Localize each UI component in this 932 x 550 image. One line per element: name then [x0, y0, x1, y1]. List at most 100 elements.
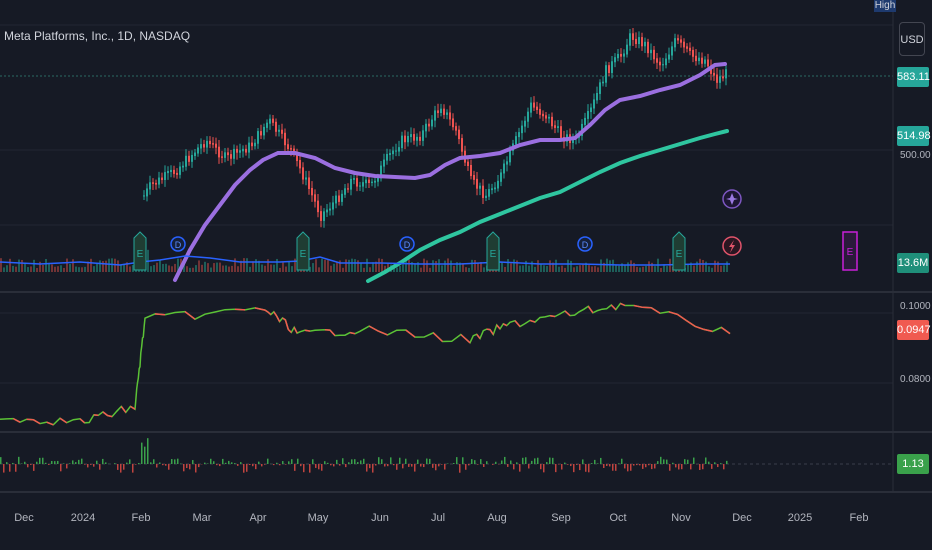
- oscillator-bar: [123, 464, 125, 470]
- earnings-marker[interactable]: E: [133, 231, 147, 271]
- ratio-down-segment: [282, 317, 286, 321]
- ratio-down-segment: [79, 418, 86, 424]
- oscillator-bar: [174, 459, 176, 464]
- volume-bar: [621, 263, 623, 272]
- candle-body: [668, 54, 670, 60]
- candle-body: [572, 138, 574, 144]
- oscillator-bar: [402, 464, 404, 469]
- ratio-down-segment: [46, 421, 54, 426]
- volume-bar: [720, 265, 722, 272]
- earnings-marker[interactable]: E: [296, 231, 310, 271]
- volume-ma-line: [0, 255, 730, 266]
- oscillator-bar: [567, 464, 569, 465]
- volume-bar: [597, 267, 599, 272]
- dividend-marker[interactable]: D: [170, 236, 186, 252]
- ratio-down-segment: [549, 314, 556, 318]
- candle-body: [407, 136, 409, 143]
- oscillator-bar: [708, 461, 710, 464]
- volume-bar: [195, 265, 197, 272]
- oscillator-bar: [216, 464, 218, 466]
- ratio-down-segment: [368, 325, 379, 332]
- lightning-event-icon[interactable]: [722, 236, 742, 256]
- ratio-down-segment: [254, 307, 266, 311]
- oscillator-bar: [591, 463, 593, 464]
- earnings-marker[interactable]: E: [486, 231, 500, 271]
- dividend-marker[interactable]: D: [399, 236, 415, 252]
- upcoming-earnings-marker[interactable]: E: [842, 231, 858, 271]
- ratio-down-segment: [107, 414, 113, 418]
- oscillator-bar: [654, 464, 656, 469]
- oscillator-bar: [78, 459, 80, 464]
- candle-body: [416, 136, 418, 141]
- volume-bar: [6, 265, 8, 272]
- x-axis-label: Dec: [14, 512, 34, 524]
- volume-bar: [126, 262, 128, 272]
- oscillator-bar: [39, 457, 41, 464]
- volume-bar: [378, 258, 380, 272]
- volume-bar: [240, 260, 242, 272]
- oscillator-bar: [30, 464, 32, 465]
- oscillator-bar: [9, 464, 11, 472]
- ratio-down-segment: [529, 319, 536, 323]
- oscillator-bar: [294, 464, 296, 471]
- volume-bar: [366, 258, 368, 272]
- earnings-marker[interactable]: E: [672, 231, 686, 271]
- volume-bar: [453, 265, 455, 272]
- oscillator-bar: [522, 457, 524, 464]
- oscillator-bar: [351, 459, 353, 464]
- volume-bar: [519, 265, 521, 272]
- candle-body: [329, 208, 331, 211]
- candle-body: [692, 49, 694, 57]
- oscillator-bar: [114, 463, 116, 464]
- oscillator-bar: [681, 464, 683, 470]
- volume-bar: [549, 260, 551, 272]
- volume-bar: [108, 258, 110, 272]
- oscillator-bar: [378, 457, 380, 464]
- candle-body: [659, 61, 661, 66]
- oscillator-bar: [189, 464, 191, 470]
- candle-body: [488, 189, 490, 197]
- currency-button[interactable]: USD: [899, 22, 925, 56]
- volume-bar: [156, 262, 158, 272]
- volume-bar: [30, 266, 32, 272]
- oscillator-bar: [375, 464, 377, 466]
- ratio-down-segment: [273, 311, 278, 317]
- oscillator-bar: [426, 458, 428, 464]
- candle-body: [218, 146, 220, 158]
- volume-bar: [666, 266, 668, 272]
- volume-bar: [42, 264, 44, 272]
- oscillator-bar: [15, 464, 17, 472]
- candle-body: [560, 126, 562, 139]
- volume-bar: [348, 259, 350, 272]
- candle-body: [245, 148, 247, 153]
- pane-separators[interactable]: [0, 291, 932, 493]
- candle-body: [149, 182, 151, 190]
- sparkle-event-icon[interactable]: [722, 189, 742, 209]
- oscillator-bar: [222, 458, 224, 464]
- volume-bar: [381, 258, 383, 272]
- ratio-down-segment: [267, 311, 272, 316]
- oscillator-bar: [165, 464, 167, 466]
- volume-bar: [414, 263, 416, 272]
- oscillator-bar: [669, 464, 671, 471]
- volume-bar: [150, 266, 152, 272]
- volume-bar: [459, 262, 461, 272]
- ratio-down-segment: [154, 313, 166, 316]
- oscillator-bar: [267, 458, 269, 464]
- volume-bar: [558, 266, 560, 272]
- volume-bar: [357, 260, 359, 272]
- oscillator-bar: [555, 464, 557, 473]
- candle-body: [152, 182, 154, 184]
- candle-body: [716, 74, 718, 83]
- volume-bar: [225, 265, 227, 272]
- volume-bar: [354, 259, 356, 272]
- oscillator-bar: [516, 462, 518, 464]
- dividend-marker[interactable]: D: [577, 236, 593, 252]
- ratio-down-segment: [668, 311, 678, 316]
- oscillator-bar: [711, 464, 713, 469]
- candle-body: [674, 38, 676, 48]
- volume-bar: [315, 259, 317, 272]
- oscillator-bar: [552, 457, 554, 464]
- volume-bar: [333, 263, 335, 272]
